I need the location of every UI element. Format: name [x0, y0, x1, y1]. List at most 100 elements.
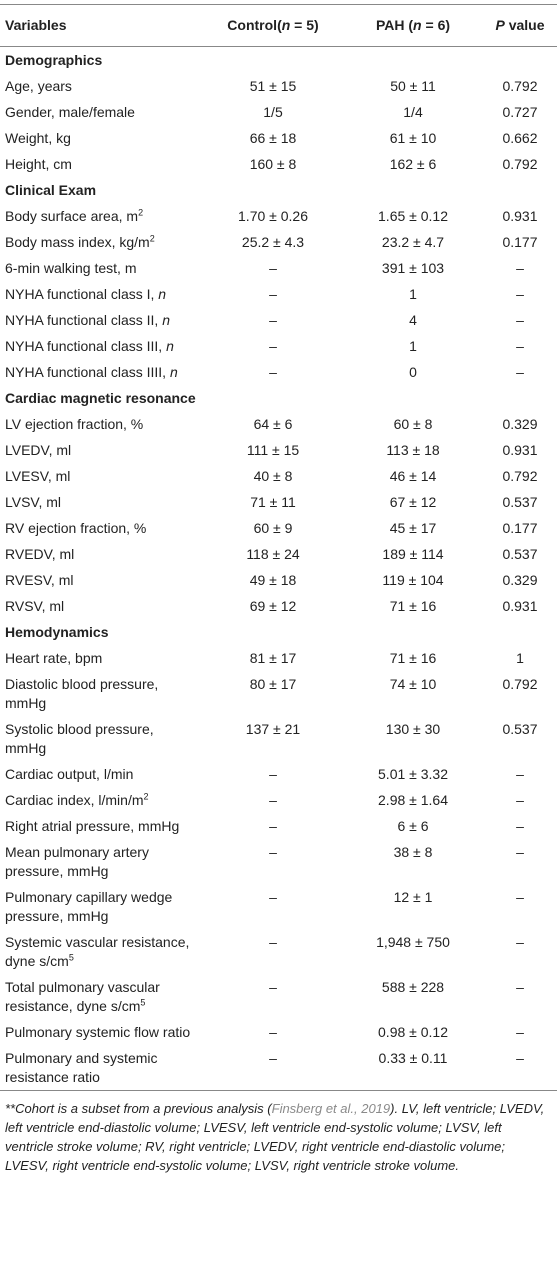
cell-value: 0.177	[502, 233, 538, 250]
data-row: LVEDV, ml 111 ± 15 113 ± 18 0.931	[0, 437, 557, 463]
section-title: Clinical Exam	[5, 181, 97, 198]
data-row: Pulmonary and systemic resistance ratio –…	[0, 1045, 557, 1091]
cell-value: 4	[409, 311, 417, 328]
section-row: Hemodynamics	[0, 619, 557, 645]
cell-value: 5.01 ± 3.32	[378, 765, 448, 782]
cell-value: 6 ± 6	[397, 817, 429, 834]
row-label: Height, cm	[5, 155, 72, 172]
cell-value: 51 ± 15	[249, 77, 297, 94]
cell-value: 1.70 ± 0.26	[238, 207, 308, 224]
row-label: RV ejection fraction, %	[5, 519, 147, 536]
cell-value: –	[516, 817, 524, 834]
text-segment: 2	[149, 232, 155, 243]
data-row: Age, years 51 ± 15 50 ± 11 0.792	[0, 73, 557, 99]
cell-value: 1	[516, 649, 524, 666]
cell-value: –	[516, 791, 524, 808]
cell-value: 0	[409, 363, 417, 380]
cell-value: –	[516, 337, 524, 354]
cell-value: 0.931	[502, 597, 538, 614]
row-label: Total pulmonary vascular resistance, dyn…	[0, 974, 203, 1019]
row-label: RVEDV, ml	[5, 545, 75, 562]
section-title: Demographics	[5, 51, 103, 68]
cell-value: 60 ± 9	[253, 519, 293, 536]
cell-value: 71 ± 11	[250, 493, 296, 510]
row-label: Pulmonary capillary wedge pressure, mmHg	[5, 888, 173, 924]
row-label: Cardiac output, l/min	[5, 765, 134, 782]
cell-value: –	[516, 765, 524, 782]
text-segment: Body surface area, m	[5, 207, 139, 224]
cell-value: 1/5	[263, 103, 283, 120]
cell-value: –	[269, 337, 277, 354]
text-segment: n	[158, 285, 167, 302]
cell-value: 160 ± 8	[249, 155, 297, 172]
cell-value: –	[269, 888, 277, 905]
table-header: Variables Control(n = 5) PAH (n = 6) P valu…	[0, 4, 557, 47]
cell-value: 25.2 ± 4.3	[241, 233, 305, 250]
row-label: Age, years	[5, 77, 72, 94]
cell-value: 1,948 ± 750	[376, 933, 450, 950]
row-label: Systolic blood pressure, mmHg	[5, 720, 154, 756]
row-label: Cardiac index, l/min/m2	[0, 787, 203, 813]
column-header: PAH (n = 6)	[343, 4, 483, 47]
cell-value: –	[269, 311, 277, 328]
text-segment: 2	[143, 790, 149, 801]
row-label: RVESV, ml	[5, 571, 74, 588]
data-row: Mean pulmonary artery pressure, mmHg – 38 …	[0, 839, 557, 884]
cell-value: 2.98 ± 1.64	[378, 791, 448, 808]
cell-value: –	[516, 259, 524, 276]
cell-value: 0.792	[502, 675, 538, 692]
data-row: Gender, male/female 1/5 1/4 0.727	[0, 99, 557, 125]
cell-value: 111 ± 15	[246, 441, 300, 458]
cell-value: 0.792	[502, 77, 538, 94]
cell-value: 0.537	[502, 545, 538, 562]
row-label: Gender, male/female	[5, 103, 135, 120]
text-segment: NYHA functional class III,	[5, 337, 167, 354]
cell-value: 1/4	[403, 103, 423, 120]
data-row: NYHA functional class II, n – 4 –	[0, 307, 557, 333]
cell-value: 23.2 ± 4.7	[381, 233, 445, 250]
cell-value: –	[516, 311, 524, 328]
row-label: Pulmonary and systemic resistance ratio	[5, 1049, 158, 1085]
data-row: NYHA functional class III, n – 1 –	[0, 333, 557, 359]
cell-value: –	[269, 765, 277, 782]
cell-value: 64 ± 6	[253, 415, 293, 432]
data-row: Total pulmonary vascular resistance, dyn…	[0, 974, 557, 1019]
cell-value: 61 ± 10	[389, 129, 437, 146]
section-row: Cardiac magnetic resonance	[0, 385, 557, 411]
text-segment: n	[162, 311, 170, 328]
cell-value: 1	[409, 285, 417, 302]
cell-value: 40 ± 8	[253, 467, 293, 484]
cell-value: 46 ± 14	[389, 467, 437, 484]
row-label: Body surface area, m2	[0, 203, 203, 229]
section-title: Hemodynamics	[5, 623, 109, 640]
cell-value: 0.792	[502, 467, 538, 484]
cell-value: 0.537	[502, 720, 538, 737]
data-row: NYHA functional class I, n – 1 –	[0, 281, 557, 307]
data-row: Cardiac output, l/min – 5.01 ± 3.32 –	[0, 761, 557, 787]
data-row: Systemic vascular resistance, dyne s/cm5…	[0, 929, 557, 974]
text-segment: Variables	[5, 17, 67, 33]
section-row: Clinical Exam	[0, 177, 557, 203]
cell-value: 0.98 ± 0.12	[378, 1023, 448, 1040]
row-label: NYHA functional class II, n	[0, 307, 203, 333]
cell-value: 113 ± 18	[386, 441, 440, 458]
cell-value: 67 ± 12	[389, 493, 437, 510]
cell-value: –	[516, 285, 524, 302]
text-segment: value	[504, 17, 545, 33]
text-segment: Control	[227, 17, 278, 33]
cell-value: –	[269, 817, 277, 834]
cell-value: –	[516, 933, 524, 950]
citation-link[interactable]: Finsberg et al., 2019	[271, 1101, 391, 1116]
data-row: Heart rate, bpm 81 ± 17 71 ± 16 1	[0, 645, 557, 671]
row-label: LVSV, ml	[5, 493, 62, 510]
cell-value: 0.329	[502, 415, 538, 432]
data-row: Body surface area, m2 1.70 ± 0.26 1.65 ± 0…	[0, 203, 557, 229]
cell-value: 588 ± 228	[381, 978, 445, 995]
data-row: Cardiac index, l/min/m2 – 2.98 ± 1.64 –	[0, 787, 557, 813]
cell-value: –	[516, 1049, 524, 1066]
text-segment: 5	[140, 996, 146, 1007]
cell-value: –	[269, 791, 277, 808]
cell-value: –	[516, 363, 524, 380]
cell-value: 119 ± 104	[382, 571, 444, 588]
column-header: P value	[483, 4, 557, 47]
